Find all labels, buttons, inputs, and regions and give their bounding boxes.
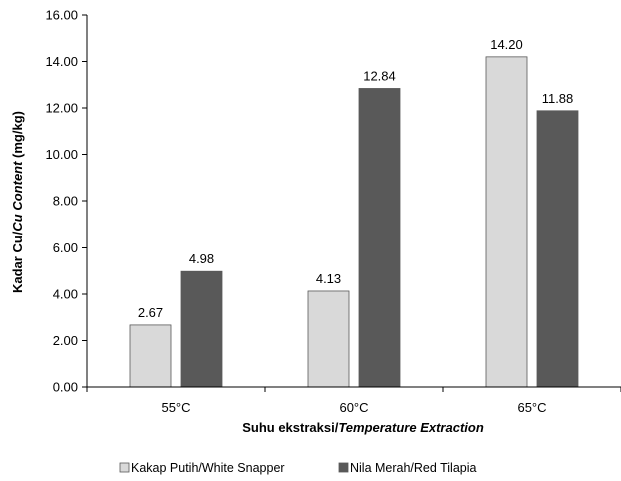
bar-data-labels: 2.67 4.98 4.13 12.84 14.20 11.88 [138, 37, 573, 320]
y-axis-title-part2: Cu Content [10, 161, 25, 232]
x-category-label: 55°C [161, 400, 190, 415]
x-axis-title-italic: Temperature Extraction [338, 420, 484, 435]
bar-white-snapper [129, 324, 172, 388]
bar-value-label: 4.13 [316, 271, 341, 286]
y-axis-title-part1: Kadar Cu/ [10, 231, 25, 293]
y-tick-label: 14.00 [45, 54, 78, 69]
y-tick-label: 4.00 [53, 287, 78, 302]
x-category-label: 65°C [517, 400, 546, 415]
bar-value-label: 14.20 [490, 37, 523, 52]
y-tick-label: 12.00 [45, 101, 78, 116]
bar-white-snapper [307, 290, 350, 388]
y-tick-label: 6.00 [53, 240, 78, 255]
legend-label-white-snapper: Kakap Putih/White Snapper [131, 461, 285, 475]
bar-value-label: 2.67 [138, 305, 163, 320]
y-tick-label: 10.00 [45, 147, 78, 162]
legend-swatch-white-snapper [119, 462, 130, 473]
bar-red-tilapia [536, 110, 579, 388]
x-axis-title-plain: Suhu ekstraksi/ [242, 420, 338, 435]
legend-swatch-red-tilapia [338, 462, 349, 473]
x-axis-title: Suhu ekstraksi/Temperature Extraction [242, 420, 484, 435]
bars [129, 56, 579, 388]
y-tick-label: 8.00 [53, 194, 78, 209]
legend: Kakap Putih/White Snapper Nila Merah/Red… [119, 461, 476, 475]
bar-white-snapper [485, 56, 528, 388]
y-tick-label: 2.00 [53, 333, 78, 348]
y-tick-label: 16.00 [45, 8, 78, 23]
x-axis-ticks: 55°C 60°C 65°C [86, 387, 621, 415]
bar-red-tilapia [180, 270, 223, 388]
y-axis-title-part3: (mg/kg) [10, 111, 25, 162]
x-category-label: 60°C [339, 400, 368, 415]
bar-value-label: 11.88 [542, 91, 574, 106]
y-tick-label: 0.00 [53, 380, 78, 395]
y-axis-title: Kadar Cu/Cu Content (mg/kg) [10, 111, 25, 293]
bar-value-label: 12.84 [363, 68, 396, 83]
y-axis-ticks: 0.00 2.00 4.00 6.00 8.00 10.00 12.00 14.00 16.00 [45, 8, 87, 395]
bar-value-label: 4.98 [189, 251, 214, 266]
bar-red-tilapia [358, 88, 401, 388]
legend-label-red-tilapia: Nila Merah/Red Tilapia [350, 461, 476, 475]
